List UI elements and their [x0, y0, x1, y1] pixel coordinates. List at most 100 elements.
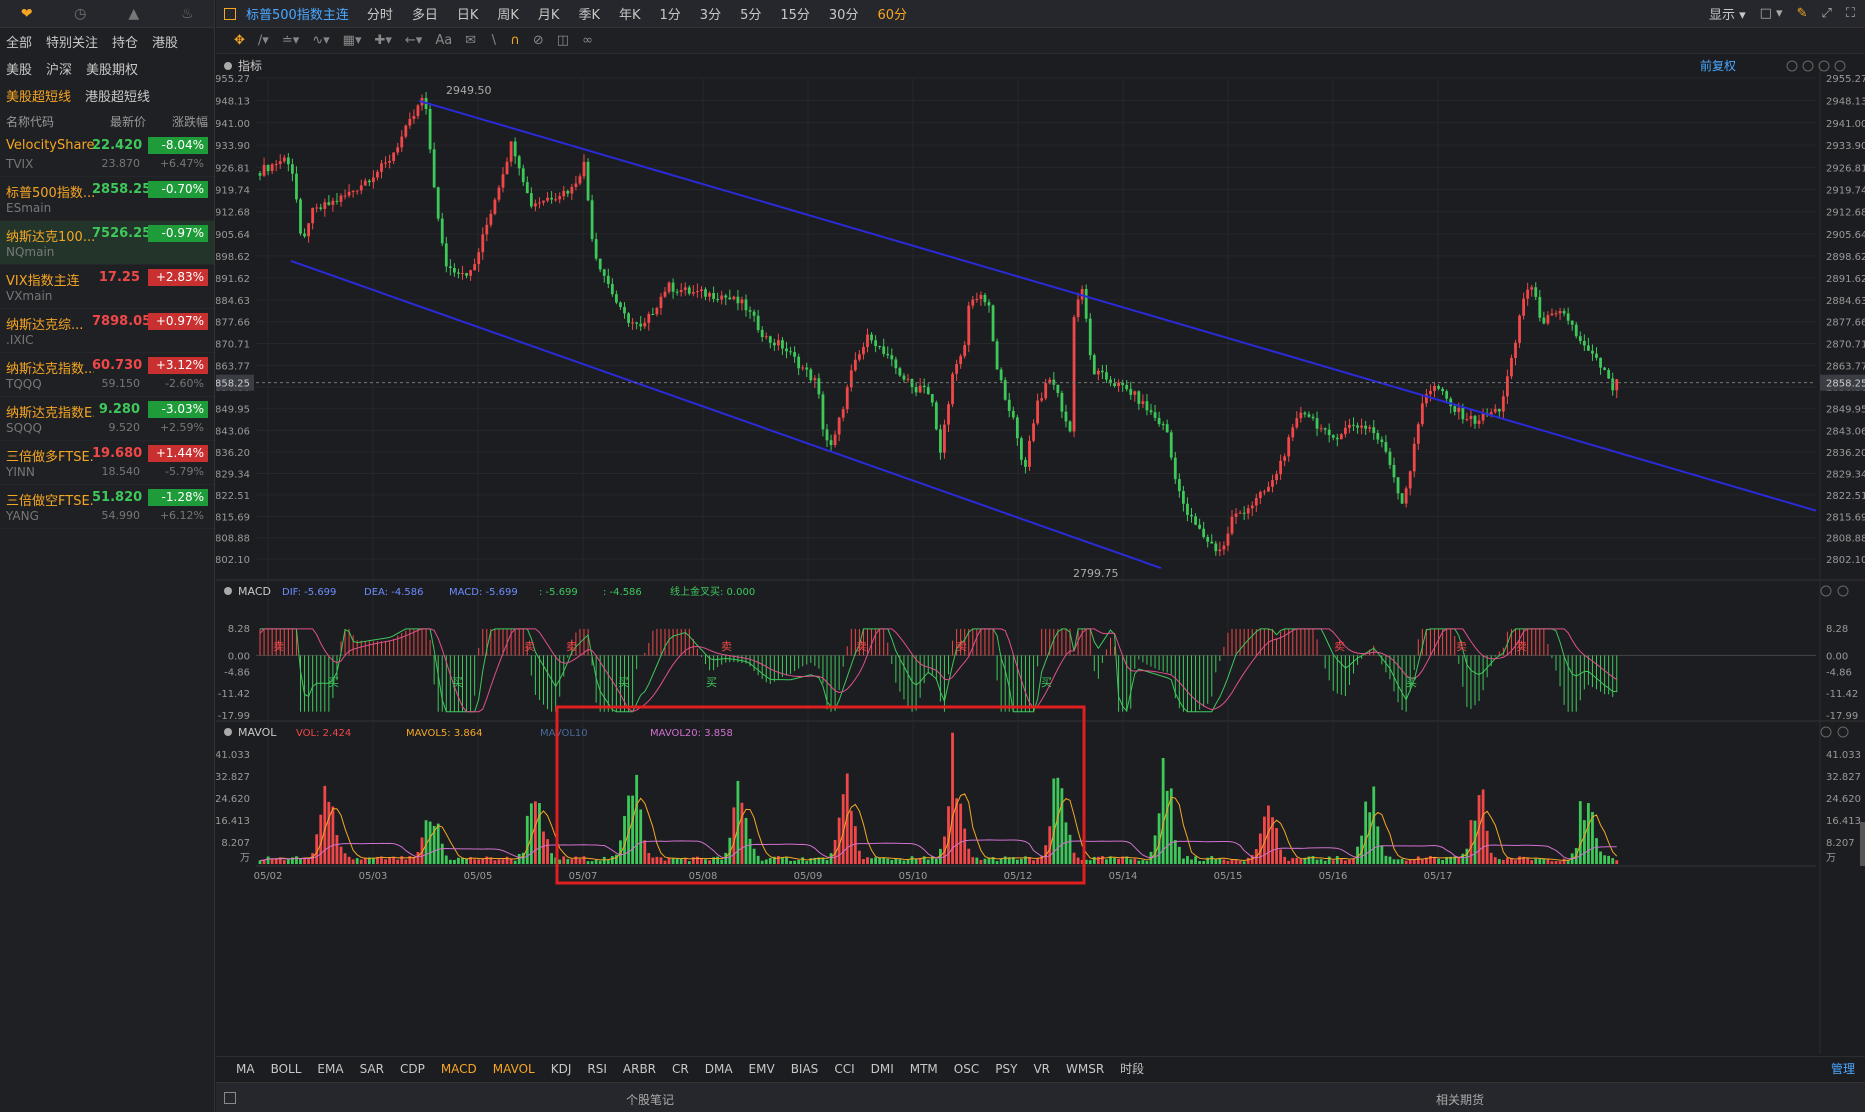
period-tab[interactable]: 月K — [537, 8, 560, 23]
delete-tool-icon[interactable]: ◫ — [556, 33, 570, 48]
indicator-tab[interactable]: 时段 — [1120, 1062, 1145, 1076]
panel-toggle-icon[interactable] — [224, 7, 236, 20]
candle-body — [1425, 394, 1428, 404]
sidebar-tab[interactable]: 美股超短线 — [6, 90, 72, 105]
watchlist-row[interactable]: VIX指数主连 VXmain 17.25 +2.83% — [0, 265, 214, 309]
indicator-tab[interactable]: EMV — [748, 1061, 775, 1076]
sidebar-tab[interactable]: 沪深 — [46, 63, 73, 78]
expand-icon[interactable]: ⤢ — [1821, 6, 1832, 21]
watchlist-row[interactable]: 纳斯达克指数E...SQQQ 9.280 9.520 -3.03% +2.59% — [0, 397, 214, 441]
volume-bar — [1121, 856, 1125, 864]
fib-tool-icon[interactable]: ▦▾ — [342, 33, 362, 48]
measure-tool-icon[interactable]: ✚▾ — [374, 33, 392, 48]
column-last-price[interactable]: 最新价 — [109, 114, 146, 129]
period-tab[interactable]: 季K — [578, 8, 600, 23]
indicator-tab[interactable]: WMSR — [1065, 1061, 1105, 1076]
candle-body — [1044, 383, 1048, 399]
indicator-tab[interactable]: KDJ — [550, 1061, 572, 1076]
layout-icon[interactable]: □ ▾ — [1759, 6, 1783, 21]
volume-bar — [930, 856, 934, 864]
watchlist-row[interactable]: 纳斯达克100... NQmain 7526.25 -0.97% — [0, 221, 214, 265]
sidebar-tab[interactable]: 港股超短线 — [85, 90, 151, 105]
indicator-tab[interactable]: RSI — [587, 1061, 607, 1076]
indicator-tab[interactable]: MTM — [909, 1061, 938, 1076]
watchlist-row[interactable]: VelocityShare... TVIX 22.420 23.870 -8.04% +6… — [0, 133, 214, 177]
heart-icon[interactable]: ❤ — [20, 5, 33, 22]
indicator-tab[interactable]: PSY — [995, 1061, 1018, 1076]
crosshair-tool-icon[interactable]: ✥ — [234, 33, 245, 48]
indicator-tab[interactable]: OSC — [953, 1061, 980, 1076]
indicator-tab[interactable]: BOLL — [270, 1061, 302, 1076]
watchlist-row[interactable]: 三倍做多FTSE... YINN 19.680 18.540 +1.44% -5.79% — [0, 441, 214, 485]
watchlist-row[interactable]: 三倍做空FTSE... YANG 51.820 54.990 -1.28% +6.12% — [0, 485, 214, 529]
watchlist-row[interactable]: 标普500指数... ESmain 2858.25 -0.70% — [0, 177, 214, 221]
column-name-code[interactable]: 名称代码 — [6, 114, 55, 129]
watchlist-row[interactable]: 纳斯达克指数... TQQQ 60.730 59.150 +3.12% -2.60% — [0, 353, 214, 397]
stock-notes-tab[interactable]: 个股笔记 — [626, 1093, 675, 1107]
period-tab[interactable]: 60分 — [877, 8, 907, 23]
period-tab[interactable]: 30分 — [828, 8, 859, 23]
indicator-tab[interactable]: CDP — [399, 1061, 425, 1076]
chart-area[interactable]: 指标 前复权 2955.27 2955.27 2948.13 2948.13 2941.00… — [209, 54, 1865, 1054]
indicator-tab[interactable]: MAVOL — [492, 1061, 535, 1076]
column-change-pct[interactable]: 涨跌幅 — [171, 114, 208, 129]
collapse-icon[interactable] — [224, 1092, 236, 1104]
arrow-tool-icon[interactable]: ←▾ — [404, 33, 423, 48]
hide-tool-icon[interactable]: ⊘ — [532, 33, 544, 48]
eraser-tool-icon[interactable]: ∖ — [489, 33, 498, 48]
indicator-tab[interactable]: CCI — [834, 1061, 855, 1076]
indicator-tab[interactable]: MA — [236, 1061, 255, 1076]
magnet-tool-icon[interactable]: ∩ — [510, 33, 520, 48]
volume-bar — [448, 859, 452, 864]
manage-indicators-button[interactable]: 管理 — [1830, 1062, 1855, 1076]
indicator-tab[interactable]: EMA — [317, 1061, 344, 1076]
indicator-tab[interactable]: MACD — [440, 1061, 477, 1076]
fullscreen-icon[interactable]: ⛶ — [1845, 6, 1855, 21]
indicator-tab[interactable]: BIAS — [790, 1061, 819, 1076]
close-icon — [1820, 585, 1832, 597]
line-tool-icon[interactable]: ∕▾ — [257, 33, 269, 48]
sidebar-tab[interactable]: 全部 — [6, 36, 33, 51]
watchlist-row[interactable]: 纳斯达克综... .IXIC 7898.05 +0.97% — [0, 309, 214, 353]
wave-tool-icon[interactable]: ∿▾ — [312, 33, 330, 48]
volume-bar — [789, 860, 792, 864]
indicator-tab[interactable]: DMA — [704, 1061, 733, 1076]
period-tab[interactable]: 日K — [456, 8, 479, 23]
period-tab[interactable]: 周K — [497, 8, 519, 23]
candle-body — [1218, 549, 1222, 552]
period-tab[interactable]: 15分 — [780, 8, 810, 23]
indicator-tab[interactable]: SAR — [359, 1061, 384, 1076]
clock-icon[interactable]: ◷ — [74, 5, 87, 22]
period-tab[interactable]: 年K — [618, 8, 641, 23]
instrument-title[interactable]: 标普500指数主连 — [246, 8, 349, 23]
candle-body — [521, 168, 525, 183]
volume-bar — [1582, 820, 1586, 864]
chart-canvas[interactable]: 指标 前复权 2955.27 2955.27 2948.13 2948.13 2941.00… — [209, 54, 1865, 1054]
period-tab[interactable]: 1分 — [659, 8, 681, 23]
text-tool-icon[interactable]: Aa — [435, 33, 453, 48]
volume-bar — [716, 856, 720, 864]
sidebar-tab[interactable]: 美股期权 — [86, 63, 139, 78]
indicator-tab[interactable]: CR — [672, 1061, 689, 1076]
link-tool-icon[interactable]: ∞ — [582, 33, 593, 48]
sidebar-tab[interactable]: 特别关注 — [46, 36, 99, 51]
volume-bar — [1331, 860, 1335, 864]
display-dropdown[interactable]: 显示 ▾ — [1708, 8, 1746, 23]
related-futures-tab[interactable]: 相关期货 — [1436, 1093, 1485, 1107]
flame-icon[interactable]: ♨ — [180, 5, 194, 22]
sidebar-tab[interactable]: 港股 — [152, 36, 179, 51]
period-tab[interactable]: 5分 — [740, 8, 762, 23]
comment-tool-icon[interactable]: ✉ — [465, 33, 477, 48]
indicator-tab[interactable]: ARBR — [622, 1061, 657, 1076]
indicator-tab[interactable]: DMI — [870, 1061, 894, 1076]
period-tab[interactable]: 3分 — [699, 8, 722, 23]
watchlist-rows: VelocityShare... TVIX 22.420 23.870 -8.04% +6… — [0, 133, 214, 529]
pencil-icon[interactable]: ✎ — [1796, 6, 1808, 21]
bell-icon[interactable]: ▲ — [128, 5, 140, 22]
indicator-tab[interactable]: VR — [1033, 1061, 1050, 1076]
period-tab[interactable]: 多日 — [411, 8, 438, 23]
sidebar-tab[interactable]: 美股 — [6, 63, 33, 78]
period-tab[interactable]: 分时 — [366, 8, 393, 23]
channel-tool-icon[interactable]: ≐▾ — [281, 33, 300, 48]
sidebar-tab[interactable]: 持仓 — [112, 36, 139, 51]
